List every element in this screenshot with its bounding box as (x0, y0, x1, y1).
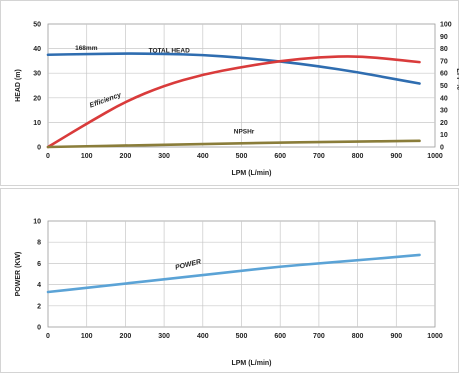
x-tick-label: 800 (352, 333, 364, 340)
power-chart: 0 100 200 300 400 500 600 700 800 900 1000 0 2 4 6 8 10 L… (15, 219, 443, 368)
power-chart-panel: 0 100 200 300 400 500 600 700 800 900 1000 0 2 4 6 8 10 L… (0, 188, 459, 373)
x-tick-label: 100 (81, 333, 93, 340)
y-axis-label: HEAD (m) (15, 69, 22, 102)
y2-tick-label: 40 (440, 95, 448, 102)
y-tick-label: 2 (37, 303, 41, 310)
x-tick-label: 400 (197, 333, 209, 340)
x-tick-label: 1000 (427, 333, 443, 340)
y2-tick-label: 100 (440, 22, 452, 29)
annotation-total-head: TOTAL HEAD (149, 47, 190, 54)
x-tick-label: 800 (352, 153, 364, 160)
x-tick-label: 0 (46, 153, 50, 160)
x-tick-label: 400 (197, 153, 209, 160)
y-tick-label: 40 (33, 46, 41, 53)
y-axis-label: POWER (KW) (15, 252, 22, 297)
y-tick-label: 6 (37, 261, 41, 268)
head-efficiency-chart: 0 100 200 300 400 500 600 700 800 900 100001020304… (15, 22, 459, 178)
y-tick-label: 0 (37, 325, 41, 332)
x-tick-label: 100 (81, 153, 93, 160)
x-tick-label: 300 (158, 333, 170, 340)
x-tick-label: 500 (236, 333, 248, 340)
y2-tick-label: 60 (440, 71, 448, 78)
x-tick-label: 0 (46, 333, 50, 340)
y-tick-label: 10 (33, 120, 41, 127)
x-tick-label: 200 (120, 153, 132, 160)
y-tick-label: 10 (33, 219, 41, 226)
annotation-168mm: 168mm (75, 45, 98, 52)
y-tick-label: 30 (33, 71, 41, 78)
x-tick-label: 1000 (427, 153, 443, 160)
y2-tick-label: 80 (440, 46, 448, 53)
series-line-efficiency (46, 55, 421, 149)
y-tick-label: 4 (37, 282, 41, 289)
y2-tick-label: 30 (440, 108, 448, 115)
x-axis-label: LPM (L/min) (231, 360, 271, 367)
x-tick-label: 500 (236, 153, 248, 160)
y2-tick-label: 50 (440, 83, 448, 90)
y2-tick-label: 0 (440, 145, 444, 152)
y-tick-label: 8 (37, 240, 41, 247)
y-tick-label: 0 (37, 145, 41, 152)
y2-tick-label: 20 (440, 120, 448, 127)
x-tick-label: 900 (390, 333, 402, 340)
x-tick-label: 900 (390, 153, 402, 160)
y2-axis-label: EFF % (455, 68, 459, 90)
x-tick-label: 600 (274, 153, 286, 160)
x-tick-label: 600 (274, 333, 286, 340)
series-line-total-head (46, 52, 421, 85)
y-tick-label: 20 (33, 95, 41, 102)
x-tick-label: 300 (158, 153, 170, 160)
y2-tick-label: 70 (440, 58, 448, 65)
y2-tick-label: 90 (440, 34, 448, 41)
x-axis-label: LPM (L/min) (231, 170, 271, 177)
x-tick-label: 200 (120, 333, 132, 340)
x-tick-label: 700 (313, 333, 325, 340)
series-line-npshr (46, 139, 421, 149)
annotation-npshr: NPSHr (234, 128, 255, 135)
y-tick-label: 50 (33, 22, 41, 29)
x-tick-label: 700 (313, 153, 325, 160)
series-line-power (46, 253, 421, 294)
head-efficiency-chart-panel: 0 100 200 300 400 500 600 700 800 900 1000 0 10 20 30 4… (0, 0, 459, 186)
y2-tick-label: 10 (440, 132, 448, 139)
